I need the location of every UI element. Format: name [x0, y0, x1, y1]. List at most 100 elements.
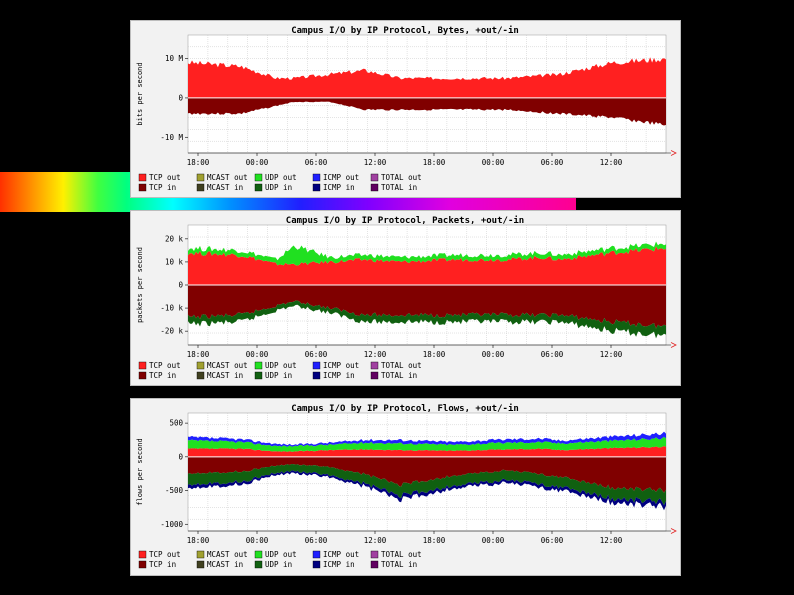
x-tick-label: 00:00: [246, 536, 269, 545]
legend-label: MCAST out: [207, 550, 248, 559]
y-tick-label: -10 M: [160, 133, 183, 142]
legend-swatch: [254, 560, 263, 569]
legend-swatch: [196, 361, 205, 370]
legend-label: TOTAL in: [381, 371, 417, 380]
legend-swatch: [254, 371, 263, 380]
y-tick-label: 0: [178, 281, 183, 290]
x-tick-label: 18:00: [187, 158, 210, 167]
bytes-chart-panel: Campus I/O by IP Protocol, Bytes, +out/-…: [130, 20, 681, 198]
x-tick-label: 06:00: [541, 350, 564, 359]
x-tick-label: 18:00: [423, 536, 446, 545]
legend-swatch: [254, 361, 263, 370]
x-tick-label: 00:00: [482, 536, 505, 545]
legend-swatch: [138, 183, 147, 192]
area-tcp-in: [188, 97, 666, 126]
legend-swatch: [370, 550, 379, 559]
chart-title: Campus I/O by IP Protocol, Bytes, +out/-…: [291, 25, 519, 36]
x-tick-label: 18:00: [423, 158, 446, 167]
x-tick-label: 12:00: [600, 350, 623, 359]
legend-swatch: [312, 560, 321, 569]
flows-chart-panel: Campus I/O by IP Protocol, Flows, +out/-…: [130, 398, 681, 576]
legend-label: MCAST in: [207, 183, 243, 192]
x-tick-label: 00:00: [246, 350, 269, 359]
y-tick-label: 0: [178, 93, 183, 102]
legend-label: UDP out: [265, 550, 297, 559]
packets-chart-panel: Campus I/O by IP Protocol, Packets, +out…: [130, 210, 681, 386]
x-axis-arrow: [670, 528, 677, 534]
legend-swatch: [312, 173, 321, 182]
y-tick-label: -1000: [160, 520, 183, 529]
y-tick-label: -20 k: [160, 327, 183, 336]
legend-label: ICMP out: [323, 550, 359, 559]
area-udp-out: [188, 436, 666, 452]
chart-title: Campus I/O by IP Protocol, Packets, +out…: [286, 215, 524, 226]
chart-title: Campus I/O by IP Protocol, Flows, +out/-…: [291, 403, 519, 414]
legend-label: TCP in: [149, 183, 176, 192]
x-tick-label: 18:00: [187, 350, 210, 359]
x-tick-label: 06:00: [305, 350, 328, 359]
x-tick-label: 12:00: [364, 536, 387, 545]
legend-label: TCP out: [149, 550, 181, 559]
legend-label: UDP in: [265, 183, 292, 192]
x-tick-label: 18:00: [187, 536, 210, 545]
legend-label: TCP in: [149, 371, 176, 380]
y-axis-label: packets per second: [136, 247, 144, 323]
legend-swatch: [312, 371, 321, 380]
legend-label: MCAST in: [207, 371, 243, 380]
legend-swatch: [196, 371, 205, 380]
legend-label: MCAST out: [207, 361, 248, 370]
y-axis-label: flows per second: [136, 438, 144, 505]
legend-swatch: [370, 183, 379, 192]
legend-swatch: [312, 183, 321, 192]
y-tick-label: -500: [165, 486, 184, 495]
y-axis-label: bits per second: [136, 62, 144, 125]
legend-label: ICMP in: [323, 560, 355, 569]
legend-label: TCP out: [149, 173, 181, 182]
legend-label: TOTAL out: [381, 173, 422, 182]
legend-swatch: [370, 560, 379, 569]
y-tick-label: 0: [178, 452, 183, 461]
x-tick-label: 00:00: [482, 158, 505, 167]
legend-swatch: [196, 173, 205, 182]
bytes-chart: Campus I/O by IP Protocol, Bytes, +out/-…: [136, 25, 677, 192]
x-tick-label: 00:00: [246, 158, 269, 167]
x-tick-label: 18:00: [423, 350, 446, 359]
area-tcp-in: [188, 456, 666, 493]
area-icmp-in: [188, 470, 666, 511]
y-tick-label: -10 k: [160, 304, 183, 313]
legend-label: MCAST out: [207, 173, 248, 182]
packets-chart: Campus I/O by IP Protocol, Packets, +out…: [136, 215, 677, 380]
x-tick-label: 06:00: [305, 158, 328, 167]
legend-swatch: [138, 371, 147, 380]
x-tick-label: 06:00: [541, 158, 564, 167]
legend-swatch: [254, 183, 263, 192]
area-tcp-in: [188, 285, 666, 329]
x-tick-label: 12:00: [600, 536, 623, 545]
legend-swatch: [370, 371, 379, 380]
legend-swatch: [138, 550, 147, 559]
legend-label: TOTAL out: [381, 361, 422, 370]
area-tcp-out: [188, 246, 666, 285]
legend-label: UDP out: [265, 361, 297, 370]
legend-label: UDP in: [265, 371, 292, 380]
legend-swatch: [196, 550, 205, 559]
legend-swatch: [370, 361, 379, 370]
legend-swatch: [196, 183, 205, 192]
area-udp-in: [188, 300, 666, 339]
x-tick-label: 06:00: [305, 536, 328, 545]
legend-label: ICMP out: [323, 361, 359, 370]
legend-label: ICMP out: [323, 173, 359, 182]
area-udp-out: [188, 241, 666, 266]
y-tick-label: 10 k: [165, 257, 184, 266]
y-tick-label: 20 k: [165, 234, 184, 243]
x-axis-arrow: [670, 150, 677, 156]
legend-label: TOTAL in: [381, 183, 417, 192]
legend-swatch: [312, 361, 321, 370]
legend-swatch: [138, 560, 147, 569]
legend-label: TOTAL in: [381, 560, 417, 569]
legend-swatch: [370, 173, 379, 182]
x-tick-label: 00:00: [482, 350, 505, 359]
legend-label: ICMP in: [323, 183, 355, 192]
legend-swatch: [254, 550, 263, 559]
legend-label: TCP out: [149, 361, 181, 370]
